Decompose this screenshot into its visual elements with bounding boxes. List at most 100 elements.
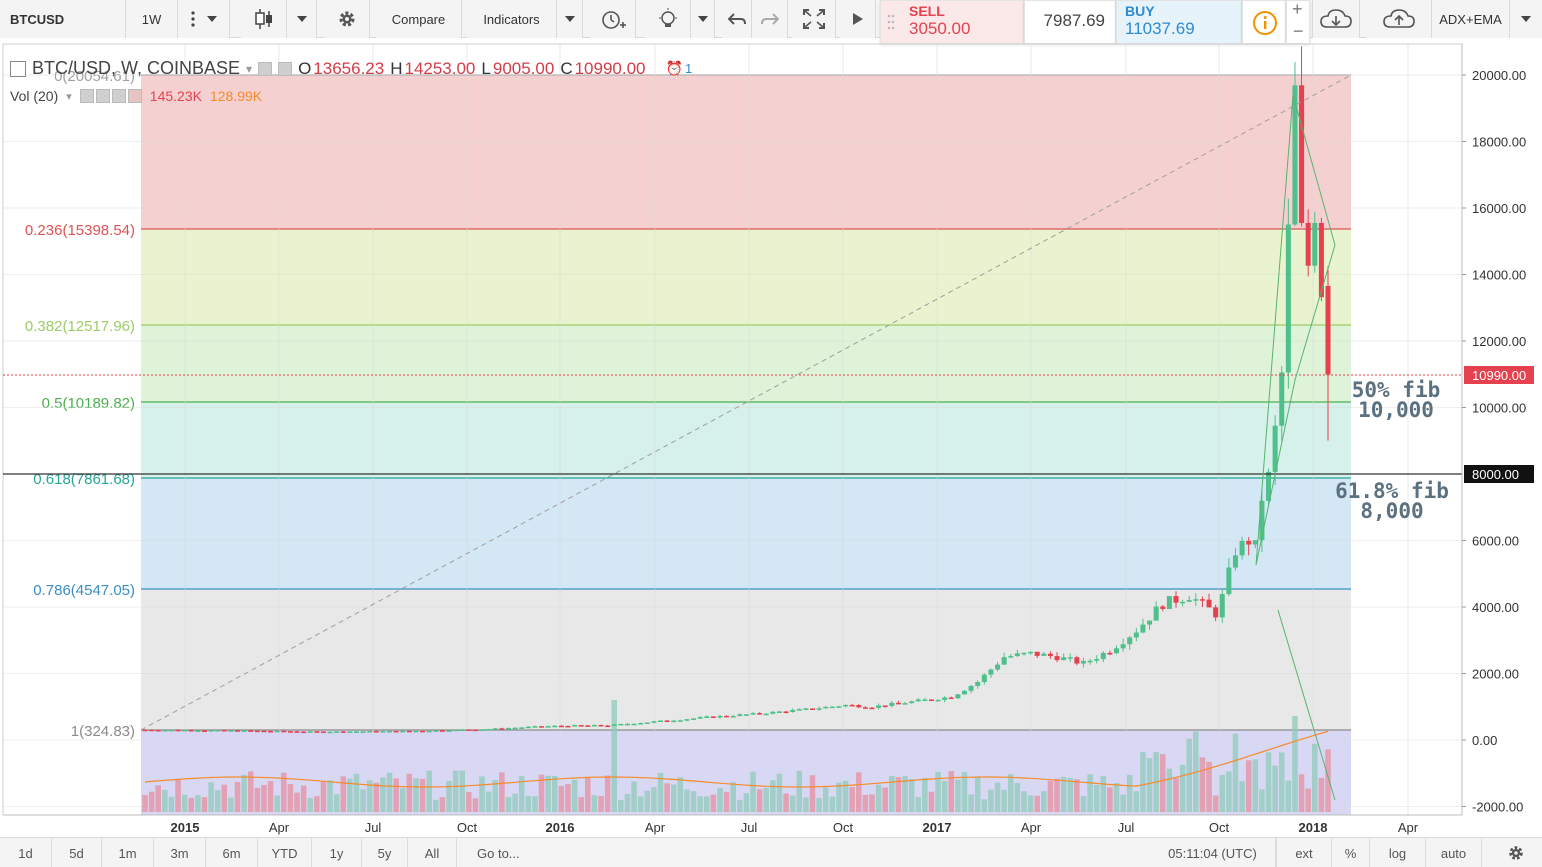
candle-body <box>439 730 445 732</box>
undo-icon <box>727 13 746 25</box>
volume-bar <box>836 782 842 812</box>
utc-clock[interactable]: 05:11:04 (UTC) <box>1150 838 1276 867</box>
info-button[interactable] <box>1242 0 1286 44</box>
time-tick-label: 2015 <box>171 820 200 835</box>
range-button-all[interactable]: All <box>408 838 457 867</box>
range-button-5y[interactable]: 5y <box>362 838 408 867</box>
volume-bar <box>922 778 928 812</box>
volume-bar <box>1278 752 1285 812</box>
candle-body <box>605 725 611 728</box>
range-button-1m[interactable]: 1m <box>102 838 154 867</box>
candle-body <box>704 716 710 718</box>
candle-body <box>657 720 664 723</box>
volume-bar <box>399 788 406 812</box>
range-button-1y[interactable]: 1y <box>312 838 362 867</box>
load-layout-button[interactable] <box>1312 0 1360 38</box>
candle-body <box>651 721 657 723</box>
volume-bar <box>1166 768 1173 812</box>
range-button-6m[interactable]: 6m <box>206 838 258 867</box>
log-scale-toggle[interactable]: log <box>1370 838 1426 867</box>
extended-hours-toggle[interactable]: ext <box>1276 838 1332 867</box>
candle-body <box>1107 652 1113 655</box>
save-layout-button[interactable] <box>1366 0 1432 38</box>
indicators-menu[interactable] <box>557 0 583 38</box>
candle-body <box>823 706 829 709</box>
volume-bar <box>604 775 611 812</box>
candle-body <box>353 731 359 733</box>
range-button-ytd[interactable]: YTD <box>258 838 312 867</box>
volume-bar <box>988 789 994 812</box>
chevron-down-icon[interactable]: ▾ <box>66 90 72 103</box>
volume-bar <box>1186 738 1192 812</box>
volume-bar <box>955 779 961 812</box>
time-axis-bg <box>0 815 1542 837</box>
replay-button[interactable] <box>840 0 876 38</box>
indicators-button[interactable]: Indicators <box>467 0 557 38</box>
percent-scale-toggle[interactable]: % <box>1332 838 1370 867</box>
open-value: 13656.23 <box>313 58 385 78</box>
chevron-down-icon[interactable]: ▾ <box>246 61 253 76</box>
candle-body <box>770 711 776 714</box>
remove-icon[interactable] <box>127 89 142 103</box>
layout-menu[interactable] <box>1510 0 1542 38</box>
price-tick-label: 16000.00 <box>1472 201 1526 216</box>
layout-name-button[interactable]: ADX+EMA <box>1432 0 1510 38</box>
alarm-small-icon[interactable]: ⏰ <box>665 60 683 76</box>
range-button-3m[interactable]: 3m <box>154 838 206 867</box>
candle-body <box>1074 657 1080 664</box>
volume-bar <box>644 790 651 812</box>
ideas-button[interactable] <box>645 0 691 38</box>
settings-button[interactable] <box>324 0 370 38</box>
candle-body <box>684 719 690 721</box>
candle-body <box>545 726 551 728</box>
add-icon[interactable] <box>111 89 126 103</box>
sell-button[interactable]: SELL 3050.00 <box>880 0 1024 44</box>
time-tick-label: Apr <box>1398 820 1419 835</box>
candle-body <box>995 664 1001 670</box>
settings-small-icon[interactable] <box>278 61 293 76</box>
volume-bar <box>961 772 968 812</box>
redo-button[interactable] <box>752 0 788 38</box>
candle-body <box>1014 653 1020 657</box>
chart-style-menu[interactable] <box>287 0 317 38</box>
zoom-in-button[interactable]: + <box>1292 0 1303 19</box>
time-tick-label: Jul <box>741 820 758 835</box>
auto-scale-toggle[interactable]: auto <box>1426 838 1482 867</box>
more-dots-icon <box>190 11 195 27</box>
volume-bar <box>1265 752 1272 812</box>
collapse-legend-icon[interactable] <box>10 60 26 77</box>
zoom-out-button[interactable]: − <box>1293 21 1304 41</box>
volume-bar <box>611 699 618 812</box>
eye-icon[interactable] <box>79 89 94 103</box>
chart-properties-button[interactable] <box>1490 838 1542 867</box>
play-icon <box>852 13 863 25</box>
candle-body <box>1305 222 1311 266</box>
undo-button[interactable] <box>722 0 752 38</box>
chart-style-button[interactable] <box>241 0 287 38</box>
goto-date-button[interactable]: Go to... <box>463 838 563 867</box>
interval-menu-button[interactable] <box>178 0 230 38</box>
buy-button[interactable]: BUY 11037.69 <box>1116 0 1242 44</box>
range-button-5d[interactable]: 5d <box>52 838 102 867</box>
range-button-1d[interactable]: 1d <box>0 838 52 867</box>
level-tag: 8000.00 <box>1472 467 1519 482</box>
price-tick-label: 18000.00 <box>1472 135 1526 150</box>
settings-small-icon[interactable] <box>95 89 110 103</box>
volume-bar <box>697 796 703 812</box>
compare-button[interactable]: Compare <box>376 0 462 38</box>
interval-button[interactable]: 1W <box>126 0 178 38</box>
eye-icon[interactable] <box>258 61 273 76</box>
candle-body <box>717 715 723 718</box>
fib-trend-line <box>140 74 1352 731</box>
cloud-download-icon <box>1320 9 1352 28</box>
symbol-search[interactable]: BTCUSD <box>0 0 126 38</box>
fib-level-label: 1(324.83) <box>71 723 135 740</box>
ideas-menu[interactable] <box>691 0 715 38</box>
fullscreen-button[interactable] <box>792 0 836 38</box>
candle-body <box>988 669 994 675</box>
volume-bar <box>974 777 981 812</box>
candle-body <box>1299 85 1305 223</box>
alert-button[interactable] <box>590 0 636 38</box>
volume-bar <box>479 776 485 812</box>
